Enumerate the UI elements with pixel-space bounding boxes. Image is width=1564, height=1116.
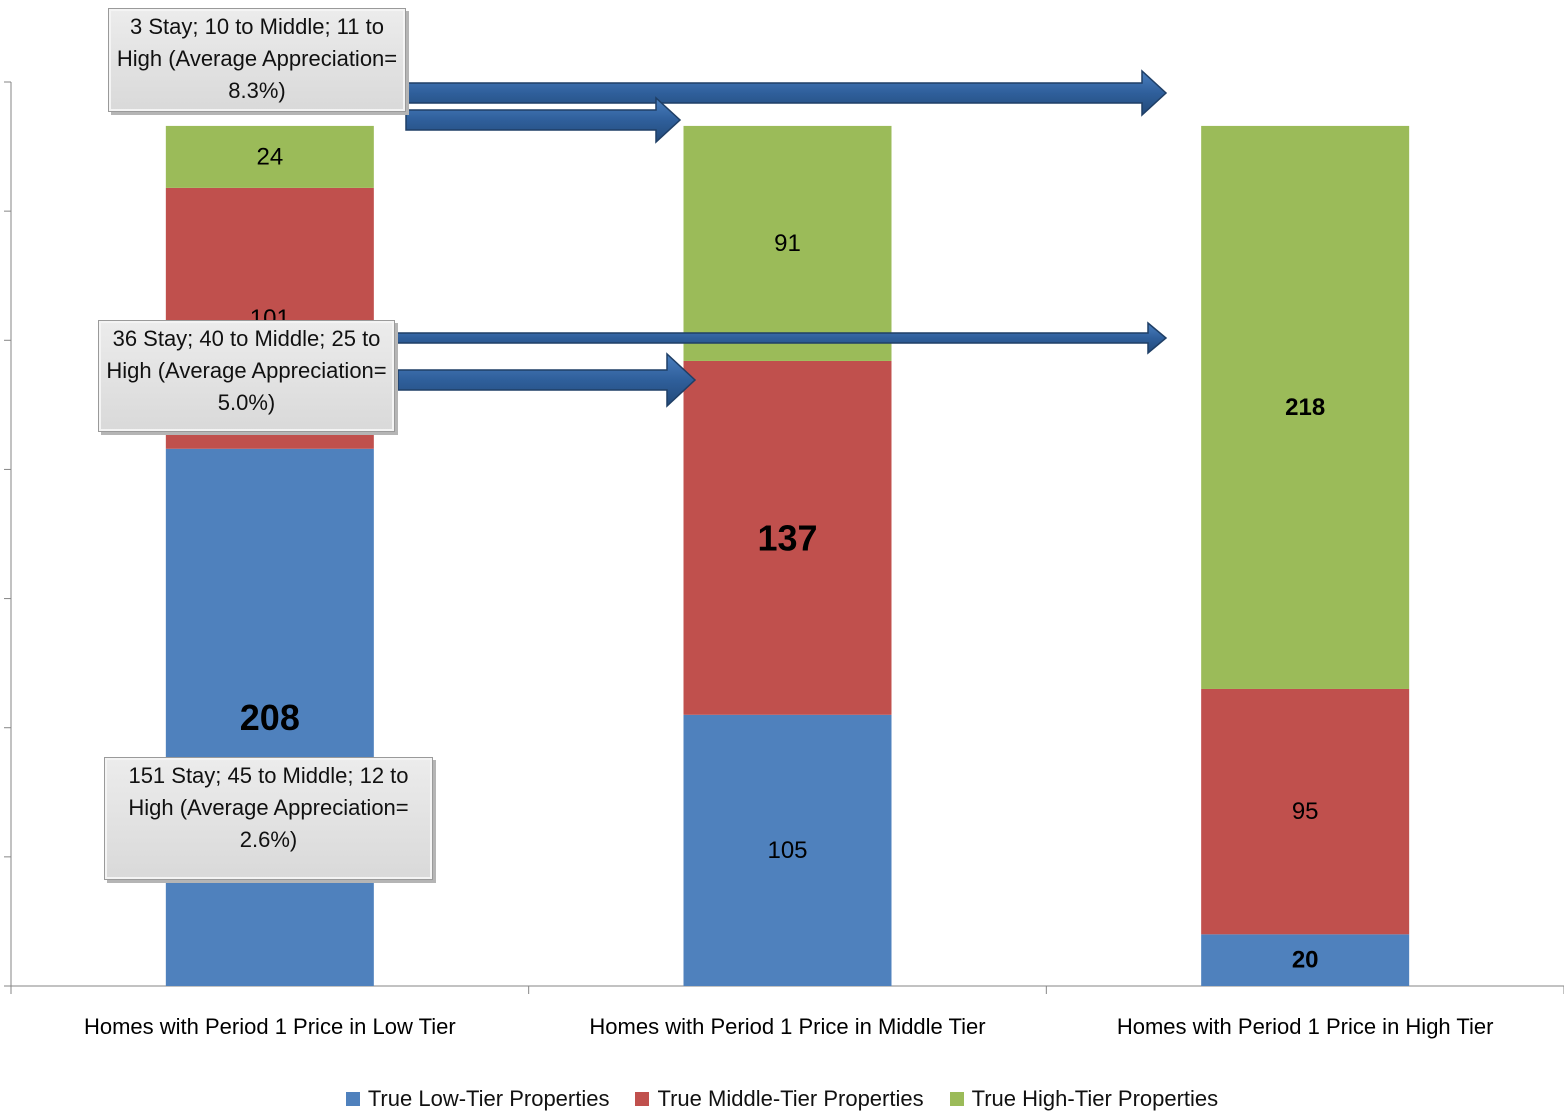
legend-item-middle-tier: True Middle-Tier Properties	[635, 1082, 924, 1116]
bar-segment	[683, 360, 892, 715]
legend-swatch-high-tier	[949, 1092, 964, 1106]
transition-arrows	[394, 69, 1168, 408]
bar-segment	[165, 125, 374, 188]
data-label: 105	[767, 837, 807, 864]
data-label: 95	[1292, 798, 1319, 825]
legend-label-low-tier: True Low-Tier Properties	[367, 1086, 610, 1111]
annotation-low-tier-transitions: 151 Stay; 45 to Middle; 12 to High (Aver…	[104, 757, 433, 880]
transition-arrow	[405, 96, 682, 144]
legend-item-low-tier: True Low-Tier Properties	[345, 1082, 610, 1116]
legend-item-high-tier: True High-Tier Properties	[949, 1082, 1219, 1116]
data-label: 24	[256, 143, 283, 170]
category-label: Homes with Period 1 Price in Low Tier	[84, 1014, 456, 1039]
annotation-high-tier-transitions: 3 Stay; 10 to Middle; 11 to High (Averag…	[108, 8, 406, 112]
legend-swatch-low-tier	[345, 1092, 360, 1106]
category-labels: Homes with Period 1 Price in Low Tier Hom…	[84, 1014, 1493, 1039]
category-label: Homes with Period 1 Price in High Tier	[1117, 1014, 1494, 1039]
bar-segment	[1201, 125, 1410, 689]
legend-swatch-middle-tier	[635, 1092, 650, 1106]
bar-segments	[165, 125, 1410, 986]
bar-segment	[1201, 934, 1410, 986]
bar-segment	[165, 448, 374, 986]
data-label: 91	[774, 230, 801, 257]
bar-segment	[683, 714, 892, 986]
x-axis-ticks	[10, 986, 1564, 994]
y-axis-ticks	[4, 81, 11, 987]
transition-arrow	[397, 352, 697, 408]
data-label: 20	[1292, 947, 1319, 974]
annotation-middle-tier-transitions: 36 Stay; 40 to Middle; 25 to High (Avera…	[98, 320, 395, 432]
data-label: 218	[1285, 394, 1325, 421]
legend: True Low-Tier Properties True Middle-Tie…	[0, 1082, 1564, 1116]
data-label: 208	[240, 697, 300, 738]
bar-segment	[1201, 688, 1410, 935]
bar-segment	[683, 125, 892, 361]
legend-label-high-tier: True High-Tier Properties	[971, 1086, 1219, 1111]
data-label: 137	[757, 517, 817, 558]
transition-arrow	[394, 321, 1168, 355]
category-label: Homes with Period 1 Price in Middle Tier	[589, 1014, 985, 1039]
transition-arrow	[405, 69, 1168, 117]
legend-label-middle-tier: True Middle-Tier Properties	[657, 1086, 924, 1111]
